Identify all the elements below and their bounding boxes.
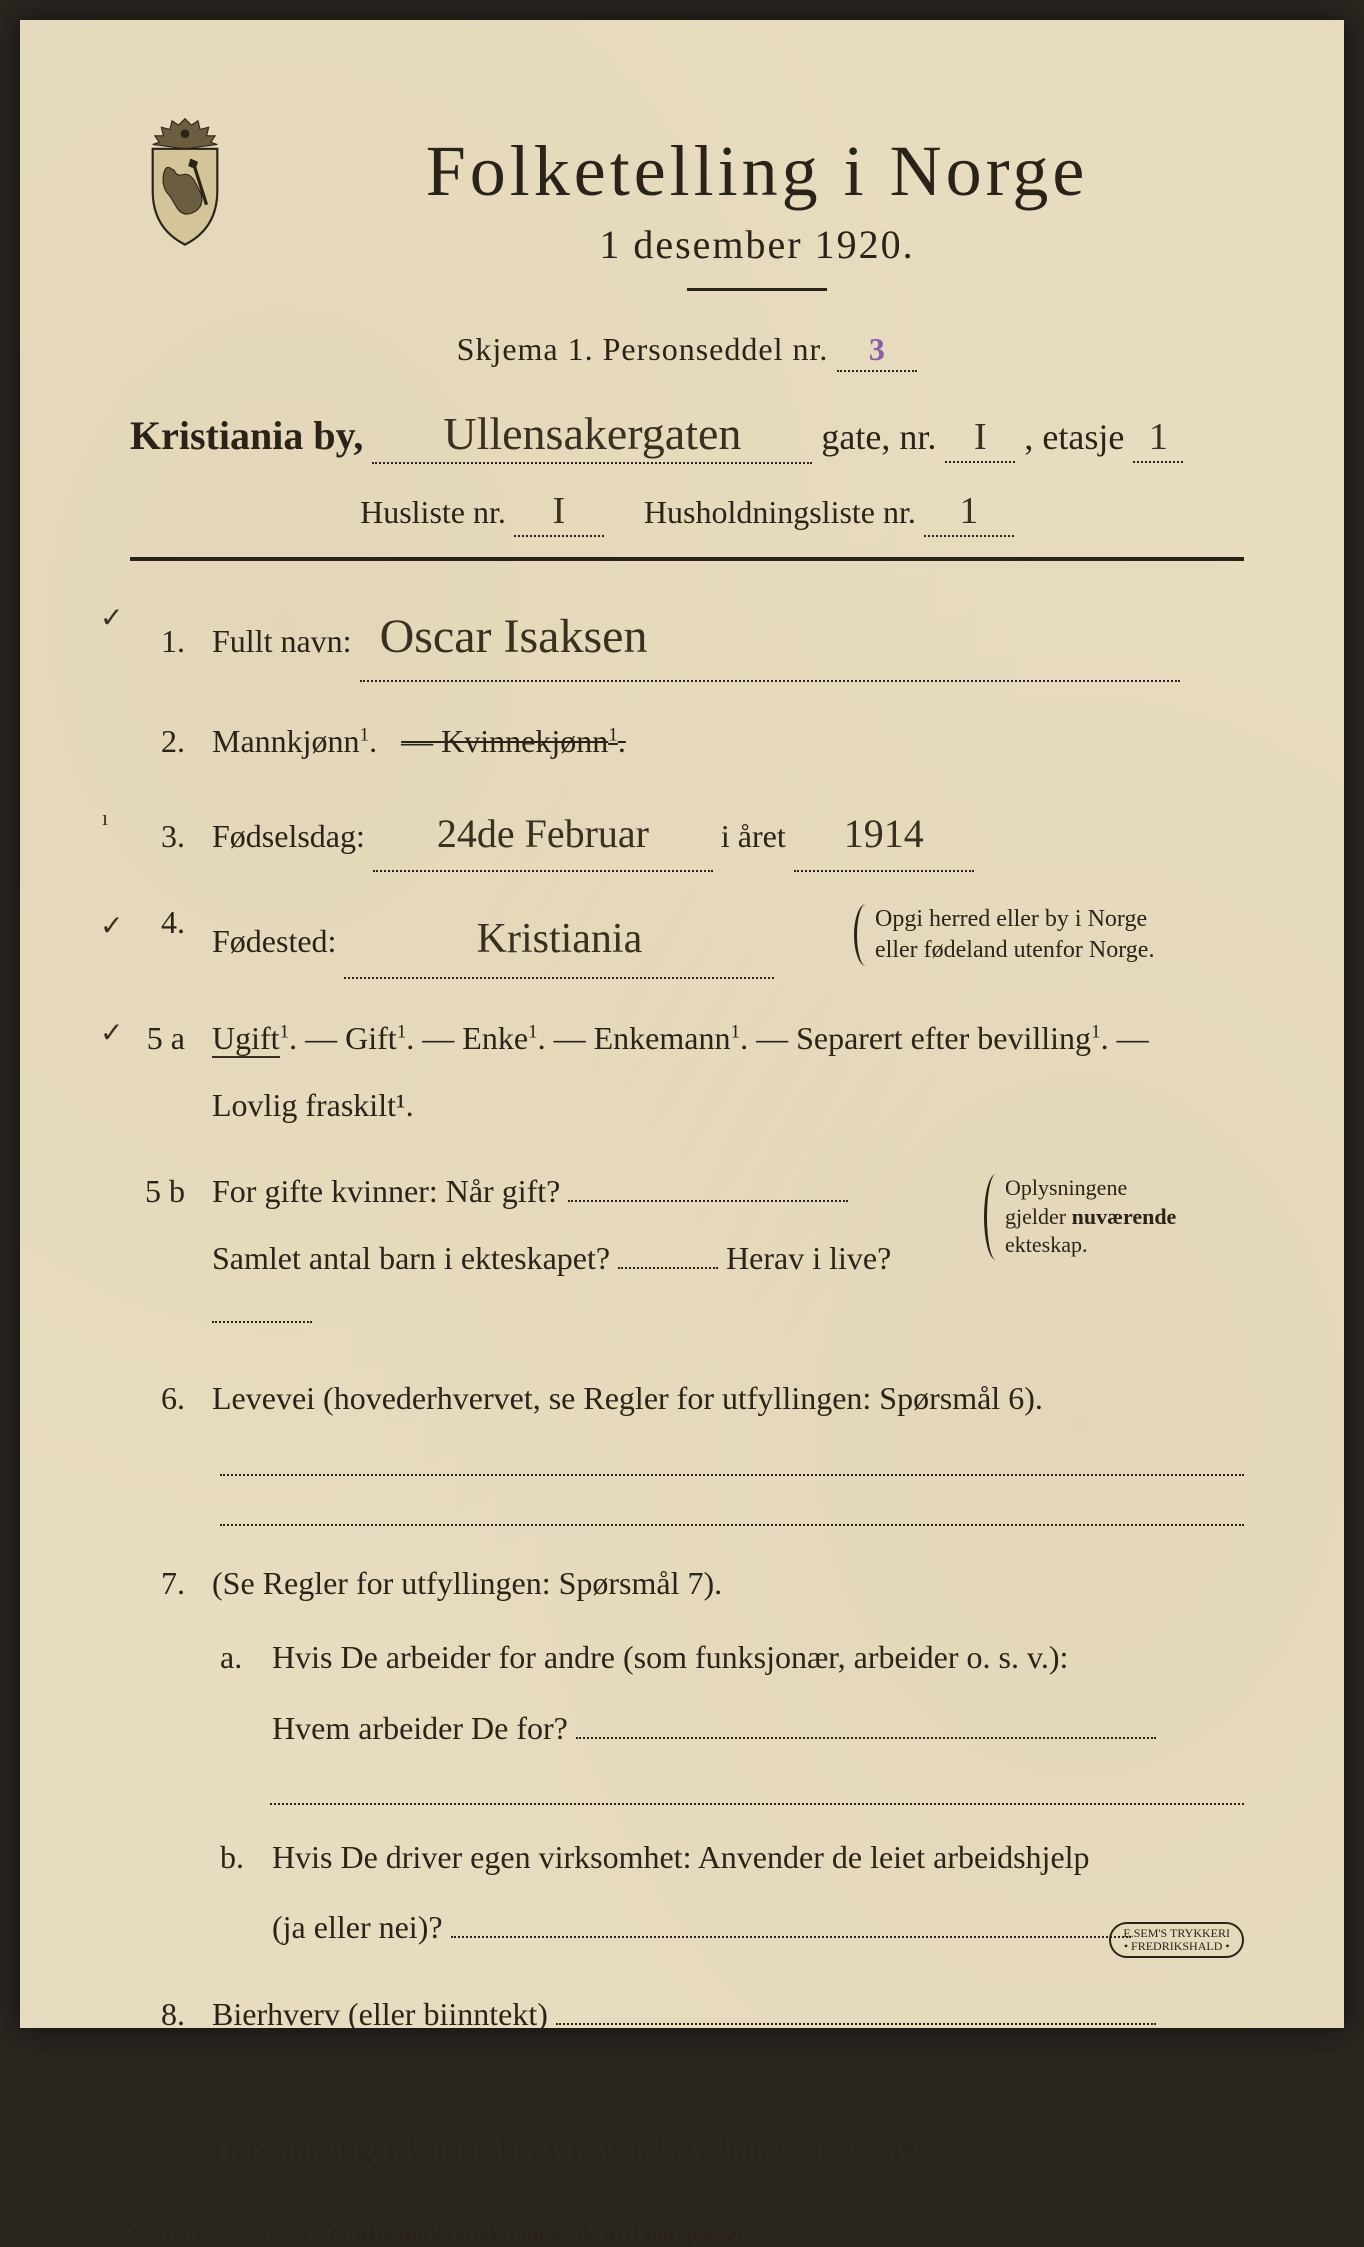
question-5b: 5 b For gifte kvinner: Når gift? Oplysni… — [130, 1164, 1244, 1218]
section-divider — [130, 557, 1244, 561]
q7a-line1: Hvis De arbeider for andre (som funksjon… — [272, 1630, 1244, 1684]
q2-mann: Mannkjønn1. — [212, 723, 377, 759]
etasje-label: , etasje — [1024, 417, 1124, 457]
q2-num: 2. — [130, 723, 200, 760]
q7a-blank — [130, 1775, 1244, 1805]
q5b-note-l2: gjelder nuværende — [1005, 1204, 1176, 1229]
main-title: Folketelling i Norge — [270, 130, 1244, 213]
printer-mark: E.SEM'S TRYKKERI • FREDRIKSHALD • — [1109, 1922, 1244, 1958]
tail-note: Har man ingen biinntekt av nogen betydni… — [130, 2121, 1244, 2175]
question-5a: ✓ 5 a Ugift1. — Gift1. — Enke1. — Enkema… — [130, 1011, 1244, 1065]
footnote: 1 Her kan svares ved tydelig understrekn… — [130, 2221, 1244, 2247]
q7a-letter: a. — [220, 1639, 260, 1676]
address-line: Kristiania by, Ullensakergaten gate, nr.… — [130, 407, 1244, 464]
checkmark-icon: ı — [102, 805, 108, 831]
husliste-nr: I — [553, 490, 566, 532]
q4-num: 4. — [130, 904, 200, 941]
q5a-line2: Lovlig fraskilt¹. — [212, 1078, 1244, 1132]
checkmark-icon: ✓ — [100, 1016, 123, 1050]
census-form-page: Folketelling i Norge 1 desember 1920. Sk… — [20, 20, 1344, 2028]
q7-intro: (Se Regler for utfyllingen: Spørsmål 7). — [212, 1556, 1244, 1610]
q1-label: Fullt navn: — [212, 623, 352, 659]
q5b-line1: For gifte kvinner: Når gift? — [212, 1173, 560, 1209]
q4-note-l2: eller fødeland utenfor Norge. — [875, 937, 1154, 963]
q7b-line2: (ja eller nei)? — [272, 1909, 443, 1945]
q5b-line2a: Samlet antal barn i ekteskapet? — [212, 1240, 610, 1276]
q2-kvinne-struck: — Kvinnekjønn1. — [401, 723, 626, 759]
q6-text: Levevei (hovederhvervet, se Regler for u… — [212, 1371, 1244, 1425]
q3-mid: i året — [721, 818, 786, 854]
footnote-text: Her kan svares ved tydelig understreknin… — [157, 2221, 750, 2246]
q5a-underlined: Ugift — [212, 1020, 280, 1058]
q8-num: 8. — [130, 1996, 200, 2033]
subtitle: 1 desember 1920. — [270, 221, 1244, 268]
printer-l1: E.SEM'S TRYKKERI — [1123, 1927, 1230, 1940]
q7b-letter: b. — [220, 1839, 260, 1876]
question-7b-2: (ja eller nei)? — [130, 1900, 1244, 1954]
q3-year: 1914 — [844, 811, 924, 856]
q1-value: Oscar Isaksen — [380, 610, 648, 663]
q6-num: 6. — [130, 1380, 200, 1417]
skjema-line: Skjema 1. Personseddel nr. 3 — [130, 331, 1244, 372]
q8-blank — [130, 2061, 1244, 2091]
footnote-num: 1 — [130, 2225, 139, 2245]
q4-note-l1: Opgi herred eller by i Norge — [875, 906, 1147, 932]
q5a-num: 5 a — [130, 1020, 200, 1057]
husholdning-label: Husholdningsliste nr. — [644, 494, 916, 530]
checkmark-icon: ✓ — [100, 601, 123, 635]
question-4: ✓ 4. Fødested: Kristiania Opgi herred el… — [130, 904, 1244, 979]
question-7a: a. Hvis De arbeider for andre (som funks… — [130, 1630, 1244, 1684]
q8-label: Bierhverv (eller biinntekt) — [212, 1996, 548, 2032]
gate-nr: I — [974, 416, 987, 458]
question-7: 7. (Se Regler for utfyllingen: Spørsmål … — [130, 1556, 1244, 1610]
q6-blank-1 — [130, 1446, 1244, 1476]
husholdning-nr: 1 — [959, 490, 978, 532]
q5b-note: Oplysningene gjelder nuværende ekteskap. — [984, 1174, 1244, 1260]
tail-note-text: Har man ingen biinntekt av nogen betydni… — [212, 2121, 1244, 2175]
q5b-line2b: Herav i live? — [726, 1240, 891, 1276]
q3-day: 24de Februar — [437, 811, 649, 856]
q5b-note-l3: ekteskap. — [1005, 1232, 1087, 1257]
question-3: ı 3. Fødselsdag: 24de Februar i året 191… — [130, 800, 1244, 872]
q5b-num: 5 b — [130, 1173, 200, 1210]
question-8: 8. Bierhverv (eller biinntekt) — [130, 1987, 1244, 2041]
q4-note: Opgi herred eller by i Norge eller fødel… — [854, 904, 1244, 966]
question-7a-2: Hvem arbeider De for? — [130, 1701, 1244, 1755]
q4-label: Fødested: — [212, 923, 336, 959]
question-2: 2. Mannkjønn1. — Kvinnekjønn1. — [130, 714, 1244, 768]
header: Folketelling i Norge 1 desember 1920. — [130, 110, 1244, 321]
city-label: Kristiania by, — [130, 413, 363, 458]
title-block: Folketelling i Norge 1 desember 1920. — [270, 110, 1244, 321]
question-7b: b. Hvis De driver egen virksomhet: Anven… — [130, 1830, 1244, 1884]
title-divider — [687, 288, 827, 291]
street-value: Ullensakergaten — [443, 408, 741, 459]
q7-num: 7. — [130, 1565, 200, 1602]
gate-label: gate, nr. — [821, 417, 936, 457]
footnote-divider — [130, 2207, 1244, 2209]
q5b-note-l1: Oplysningene — [1005, 1175, 1127, 1200]
checkmark-icon: ✓ — [100, 909, 123, 943]
printer-l2: • FREDRIKSHALD • — [1123, 1940, 1230, 1953]
coat-of-arms-icon — [130, 110, 240, 250]
question-6: 6. Levevei (hovederhvervet, se Regler fo… — [130, 1371, 1244, 1425]
husliste-line: Husliste nr. I Husholdningsliste nr. 1 — [130, 489, 1244, 537]
q3-num: 3. — [130, 818, 200, 855]
husliste-label: Husliste nr. — [360, 494, 506, 530]
etasje-value: 1 — [1149, 416, 1168, 458]
q7b-line1: Hvis De driver egen virksomhet: Anvender… — [272, 1830, 1244, 1884]
q4-value: Kristiania — [477, 916, 643, 962]
q6-blank-2 — [130, 1496, 1244, 1526]
q3-label: Fødselsdag: — [212, 818, 365, 854]
question-1: ✓ 1. Fullt navn: Oscar Isaksen — [130, 596, 1244, 682]
question-5a-cont: Lovlig fraskilt¹. — [130, 1078, 1244, 1132]
personseddel-nr: 3 — [869, 331, 886, 367]
q1-num: 1. — [130, 623, 200, 660]
q7a-line2: Hvem arbeider De for? — [272, 1710, 568, 1746]
skjema-label: Skjema 1. Personseddel nr. — [457, 331, 829, 367]
